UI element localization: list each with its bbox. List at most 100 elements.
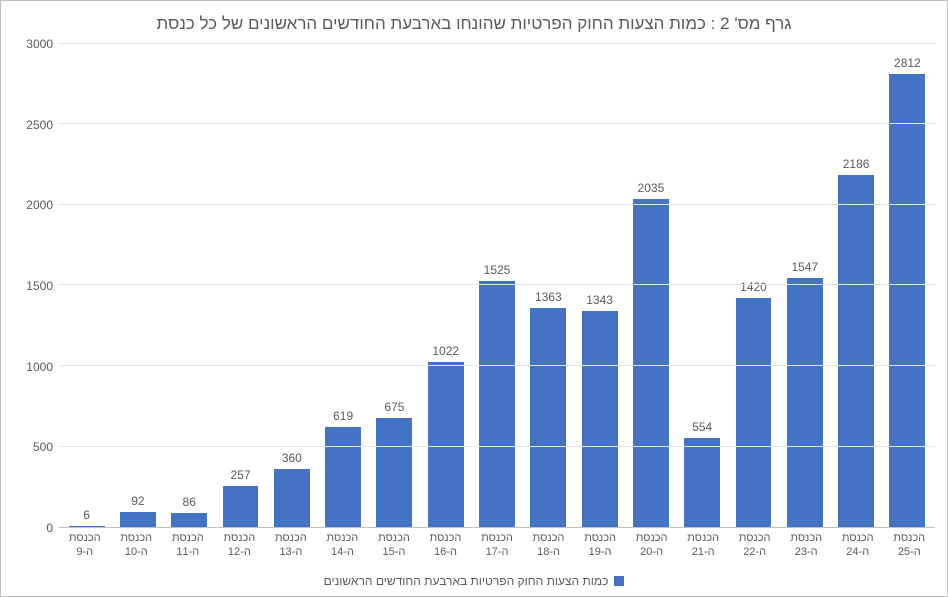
- x-tick-line1: הכנסת: [327, 532, 359, 544]
- x-tick-line2: ה-9: [76, 546, 93, 558]
- gridline: [59, 123, 935, 124]
- x-tick: הכנסת ה-15: [368, 528, 420, 568]
- bar-slot: 1525: [471, 44, 522, 527]
- x-tick-line2: ה-21: [692, 546, 715, 558]
- x-tick-line1: הכנסת: [533, 532, 565, 544]
- y-tick: 500: [33, 440, 53, 454]
- x-tick: הכנסתה-14: [317, 528, 369, 568]
- chart-frame: גרף מס' 2 : כמות הצעות החוק הפרטיות שהונ…: [0, 0, 948, 597]
- bar-value-label: 257: [231, 468, 251, 482]
- bar-value-label: 2035: [638, 181, 665, 195]
- bar-value-label: 554: [692, 420, 712, 434]
- x-tick-line1: הכנסת: [378, 532, 410, 544]
- x-tick: הכנסת ה-19: [574, 528, 626, 568]
- bar-slot: 2035: [625, 44, 676, 527]
- bar-slot: 1022: [420, 44, 471, 527]
- x-tick-line2: ה-11: [176, 546, 199, 558]
- x-tick-line1: הכנסת: [223, 532, 255, 544]
- legend-label: כמות הצעות החוק הפרטיות בארבעת החודשים ה…: [324, 574, 609, 588]
- bar: 2186: [838, 175, 874, 527]
- x-tick: הכנסת ה-10: [111, 528, 163, 568]
- bar-value-label: 675: [384, 400, 404, 414]
- y-tick: 3000: [26, 37, 53, 51]
- gridline: [59, 365, 935, 366]
- bar-slot: 675: [369, 44, 420, 527]
- x-tick-line2: ה-19: [589, 546, 612, 558]
- x-axis: הכנסתה-9הכנסתה-10הכנסתה-11הכנסתה-12הכנסת…: [13, 528, 935, 568]
- x-tick-line2: ה-10: [125, 546, 148, 558]
- x-tick: הכנסת ה-13: [265, 528, 317, 568]
- x-tick-line1: הכנסת: [893, 532, 925, 544]
- x-tick-line1: הכנסת: [172, 532, 204, 544]
- x-tick-line1: הכנסת: [636, 532, 668, 544]
- bar-value-label: 619: [333, 409, 353, 423]
- x-tick-line1: הכנסת: [790, 532, 822, 544]
- y-axis: 050010001500200025003000: [13, 44, 59, 528]
- bar-slot: 1343: [574, 44, 625, 527]
- x-tick-line1: הכנסת: [842, 532, 874, 544]
- x-tick-line1: הכנסת: [687, 532, 719, 544]
- bar-value-label: 86: [183, 495, 196, 509]
- x-tick: הכנסתה-23: [780, 528, 832, 568]
- bar-value-label: 1343: [586, 293, 613, 307]
- bar-value-label: 6: [83, 508, 90, 522]
- bar-slot: 6: [61, 44, 112, 527]
- chart-title: גרף מס' 2 : כמות הצעות החוק הפרטיות שהונ…: [13, 9, 935, 44]
- x-tick-line1: הכנסת: [430, 532, 462, 544]
- bar-slot: 360: [266, 44, 317, 527]
- bar-value-label: 360: [282, 451, 302, 465]
- x-tick: הכנסתה-20: [626, 528, 678, 568]
- bar: 257: [223, 486, 259, 527]
- plot-zone: 050010001500200025003000 692862573606196…: [13, 44, 935, 528]
- bar-slot: 257: [215, 44, 266, 527]
- bar: 92: [120, 512, 156, 527]
- x-tick: הכנסת ה-22: [729, 528, 781, 568]
- bar-slot: 1547: [779, 44, 830, 527]
- bar-slot: 86: [164, 44, 215, 527]
- bar-value-label: 1363: [535, 290, 562, 304]
- bar-slot: 1363: [523, 44, 574, 527]
- x-tick-line2: ה-16: [434, 546, 457, 558]
- x-tick-line1: הכנסת: [584, 532, 616, 544]
- bar: 2035: [633, 199, 669, 527]
- bar: 86: [171, 513, 207, 527]
- bar-slot: 619: [317, 44, 368, 527]
- bar-value-label: 2186: [843, 157, 870, 171]
- y-tick: 1500: [26, 279, 53, 293]
- x-tick-line1: הכנסת: [481, 532, 513, 544]
- bar: 2812: [889, 74, 925, 527]
- x-tick-line2: ה-13: [279, 546, 302, 558]
- bar-slot: 554: [677, 44, 728, 527]
- y-tick: 1000: [26, 360, 53, 374]
- x-tick: הכנסת ה-17: [471, 528, 523, 568]
- x-tick-line2: ה-17: [486, 546, 509, 558]
- x-tick-line1: הכנסת: [739, 532, 771, 544]
- x-tick-line2: ה-22: [743, 546, 766, 558]
- bar: 360: [274, 469, 310, 527]
- x-tick-line1: הכנסת: [275, 532, 307, 544]
- x-tick-line1: הכנסת: [120, 532, 152, 544]
- bar: 1420: [736, 298, 772, 527]
- x-tick-line2: ה-15: [383, 546, 406, 558]
- gridline: [59, 43, 935, 44]
- x-tick: הכנסתה-25: [884, 528, 936, 568]
- x-tick-line2: ה-24: [846, 546, 869, 558]
- legend: כמות הצעות החוק הפרטיות בארבעת החודשים ה…: [13, 568, 935, 590]
- bar: 554: [684, 438, 720, 527]
- x-tick: הכנסתה-9: [59, 528, 111, 568]
- bar: 619: [325, 427, 361, 527]
- x-tick: הכנסת ה-18: [523, 528, 575, 568]
- bar-slot: 2186: [830, 44, 881, 527]
- bar-value-label: 1022: [432, 344, 459, 358]
- bar-slot: 2812: [882, 44, 933, 527]
- bar: 1363: [530, 308, 566, 527]
- x-tick: הכנסת ה-16: [420, 528, 472, 568]
- bar-value-label: 1525: [484, 263, 511, 277]
- bar-value-label: 1420: [740, 280, 767, 294]
- y-tick: 0: [46, 521, 53, 535]
- x-tick-line2: ה-18: [537, 546, 560, 558]
- bar: 6: [69, 526, 105, 527]
- x-tick: הכנסתה-12: [214, 528, 266, 568]
- gridline: [59, 204, 935, 205]
- bar-slot: 92: [112, 44, 163, 527]
